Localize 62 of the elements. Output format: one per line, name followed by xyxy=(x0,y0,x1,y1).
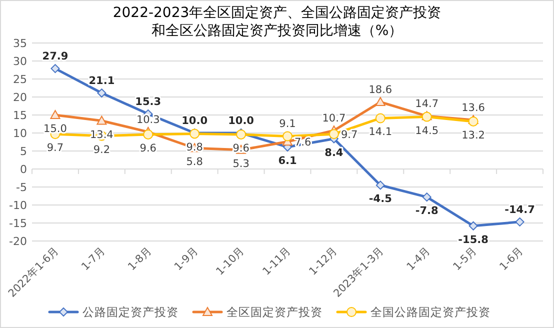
data-label: 15.3 xyxy=(135,96,162,108)
data-label: 18.6 xyxy=(368,84,392,96)
data-label: 10.0 xyxy=(228,115,254,127)
data-label: 8.4 xyxy=(324,146,344,159)
point xyxy=(50,110,60,119)
data-label: 9.7 xyxy=(46,142,64,154)
data-label: 14.7 xyxy=(415,98,439,110)
data-label: 13.6 xyxy=(462,102,486,114)
chart-title: 2022-2023年全区固定资产、全国公路固定资产投资和全区公路固定资产投资同比增速（%） xyxy=(112,5,442,39)
y-tick-label: -10 xyxy=(9,199,27,212)
point xyxy=(96,116,107,125)
y-tick-label: 10 xyxy=(13,127,27,140)
data-label: 10.0 xyxy=(182,115,208,127)
data-label: 10.3 xyxy=(136,114,160,126)
point xyxy=(143,129,154,140)
data-label: 10.7 xyxy=(322,112,346,124)
point xyxy=(422,192,432,202)
y-tick-label: 35 xyxy=(13,37,27,50)
data-label: 5.8 xyxy=(186,156,203,168)
y-tick-label: -15 xyxy=(9,217,27,230)
legend-label: 公路固定资产投资 xyxy=(82,305,178,319)
legend-label: 全区固定资产投资 xyxy=(226,305,322,319)
data-label: 13.2 xyxy=(462,129,486,142)
point xyxy=(97,88,106,98)
data-label: 9.2 xyxy=(93,144,110,156)
x-tick-label: 1-7月 xyxy=(79,244,108,274)
legend-label: 全国公路固定资产投资 xyxy=(370,305,490,319)
x-tick-label: 1-6月 xyxy=(498,244,526,274)
y-tick-label: 30 xyxy=(13,55,27,68)
data-label: 15.0 xyxy=(44,123,67,135)
point xyxy=(328,129,339,140)
point xyxy=(282,131,292,142)
point xyxy=(50,64,60,74)
data-label: 21.1 xyxy=(88,75,115,88)
y-tick-label: 25 xyxy=(13,73,27,86)
data-label: 14.5 xyxy=(415,124,439,137)
data-label: -4.5 xyxy=(368,193,392,206)
data-label: 6.1 xyxy=(278,155,297,168)
data-label: 9.7 xyxy=(340,129,358,142)
data-label: 27.9 xyxy=(42,50,68,63)
data-label: 5.3 xyxy=(232,158,250,170)
y-tick-label: 15 xyxy=(13,109,27,122)
data-label: -7.8 xyxy=(415,205,438,218)
point xyxy=(375,97,386,106)
data-label: -15.8 xyxy=(458,234,488,246)
data-label: 9.1 xyxy=(279,118,296,130)
y-tick-label: 20 xyxy=(13,91,27,104)
point xyxy=(376,180,385,190)
data-label: 14.1 xyxy=(368,126,392,138)
data-label: -14.7 xyxy=(504,204,535,216)
y-tick-label: -20 xyxy=(9,235,27,248)
y-tick-label: -5 xyxy=(16,181,27,194)
x-tick-label: 1-5月 xyxy=(451,244,480,274)
x-tick-label: 1-4月 xyxy=(404,244,433,274)
point xyxy=(515,217,524,226)
data-label: 9.6 xyxy=(140,142,157,154)
point xyxy=(468,221,478,230)
y-tick-label: 0 xyxy=(20,163,27,176)
point xyxy=(375,113,386,124)
y-tick-label: 5 xyxy=(20,145,27,158)
x-tick-label: 1-9月 xyxy=(172,244,201,274)
x-tick-label: 1-8月 xyxy=(126,244,154,274)
